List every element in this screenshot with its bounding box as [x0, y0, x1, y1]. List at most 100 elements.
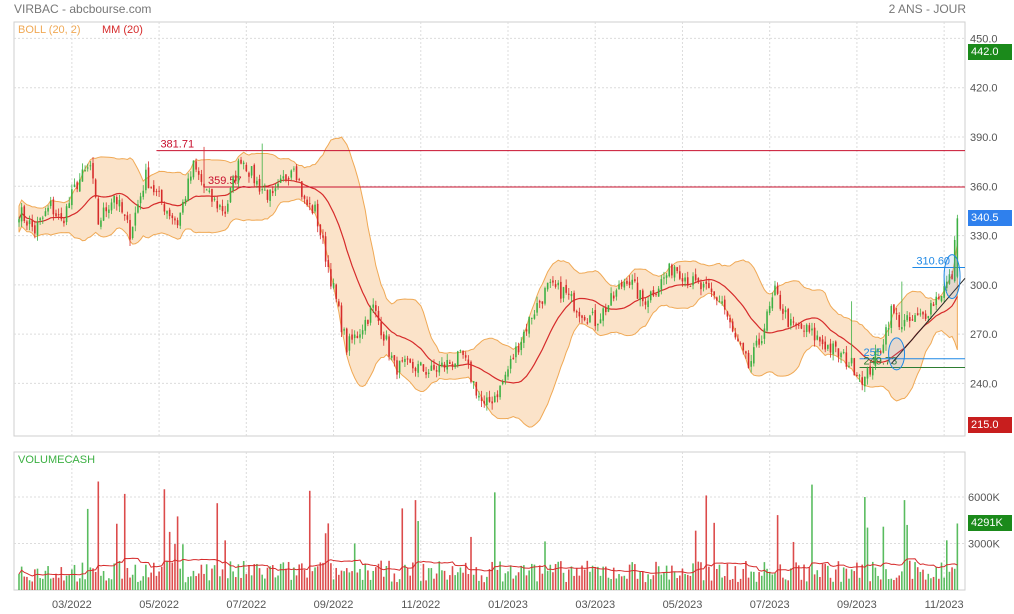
volume-bar — [882, 526, 885, 590]
volume-bar — [380, 560, 382, 590]
candle-body — [697, 278, 700, 283]
volume-bar — [475, 567, 478, 590]
price-tick-label: 300.0 — [970, 280, 998, 292]
volume-bar — [427, 568, 430, 590]
candle-body — [462, 350, 464, 355]
candle-body — [890, 306, 893, 328]
candle-body — [639, 290, 641, 301]
volume-tick-label: 6000K — [968, 492, 1000, 504]
candle-body — [324, 236, 327, 262]
candle-body — [570, 293, 573, 297]
volume-bar — [102, 571, 105, 590]
candle-body — [464, 355, 467, 358]
candle-body — [602, 308, 604, 321]
volume-bar — [903, 500, 906, 590]
volume-bar — [742, 568, 745, 590]
candle-body — [139, 196, 142, 204]
candle-body — [441, 362, 443, 367]
volume-bar — [105, 580, 108, 590]
candle-body — [36, 222, 39, 236]
volume-bar — [686, 574, 689, 590]
candle-body — [409, 359, 411, 363]
candle-body — [507, 369, 509, 377]
volume-bar — [700, 562, 702, 590]
candle-body — [496, 394, 499, 398]
volume-tick-label: 3000K — [968, 539, 1000, 551]
candle-body — [792, 321, 795, 323]
volume-bar — [938, 578, 940, 590]
candle-body — [382, 334, 385, 341]
candle-body — [26, 221, 28, 226]
volume-bar — [797, 565, 800, 590]
volume-bar — [385, 565, 388, 590]
volume-bar — [81, 562, 84, 590]
volume-bar — [908, 560, 911, 590]
volume-bar — [731, 578, 734, 590]
volume-bar — [330, 563, 332, 590]
volume-bar — [287, 561, 290, 590]
candle-body — [871, 368, 874, 376]
candle-body — [221, 206, 224, 212]
price-level-label: 310.60 — [916, 255, 950, 267]
candle-body — [620, 282, 623, 287]
candle-body — [612, 295, 615, 299]
candle-body — [364, 319, 367, 331]
volume-bar — [443, 570, 446, 590]
candle-body — [375, 305, 377, 311]
volume-bar — [187, 576, 189, 590]
candle-body — [517, 346, 520, 353]
volume-bar — [200, 564, 203, 590]
candle-body — [882, 344, 885, 353]
candle-body — [565, 284, 567, 293]
candle-body — [401, 360, 404, 362]
max-price-badge: 442.0 — [968, 43, 1012, 60]
candle-body — [660, 279, 663, 290]
volume-bar — [774, 573, 776, 590]
candle-body — [895, 313, 898, 315]
volume-bar — [760, 575, 763, 590]
candle-body — [134, 212, 137, 226]
candle-body — [446, 360, 449, 370]
volume-bar — [893, 580, 895, 590]
candle-body — [848, 365, 850, 367]
volume-bar — [44, 570, 47, 590]
volume-bar — [213, 565, 216, 590]
candle-body — [100, 220, 102, 227]
candle-body — [874, 350, 877, 367]
volume-bar — [73, 564, 76, 590]
price-level-label: 359.57 — [208, 175, 242, 187]
volume-bar — [41, 578, 44, 590]
volume-bar — [398, 579, 401, 590]
volume-bar — [155, 575, 158, 590]
volume-bar — [702, 580, 705, 590]
volume-bar — [446, 579, 449, 590]
candle-body — [171, 215, 174, 219]
min-price-badge: 215.0 — [968, 416, 1012, 433]
volume-bar — [713, 522, 715, 590]
volume-bar — [108, 578, 110, 590]
volume-bar — [332, 579, 335, 590]
highlight-ellipse — [888, 337, 906, 371]
volume-bar — [396, 582, 398, 590]
candle-body — [716, 297, 718, 301]
volume-bar — [533, 564, 536, 590]
candle-body — [864, 376, 866, 387]
candle-body — [525, 329, 528, 332]
volume-bar — [834, 569, 837, 590]
candle-body — [147, 167, 150, 189]
candle-body — [184, 198, 187, 204]
candle-body — [97, 198, 100, 225]
candle-body — [28, 220, 31, 225]
volume-bar — [179, 568, 182, 590]
volume-bar — [306, 577, 308, 590]
x-tick-label: 05/2022 — [139, 599, 179, 611]
candle-body — [663, 277, 665, 279]
candle-body — [816, 335, 819, 340]
x-tick-label: 09/2022 — [314, 599, 354, 611]
candle-body — [396, 360, 398, 375]
volume-bar — [116, 523, 118, 590]
candle-body — [914, 315, 916, 322]
bollinger-band — [18, 136, 958, 428]
volume-bar — [422, 563, 425, 590]
